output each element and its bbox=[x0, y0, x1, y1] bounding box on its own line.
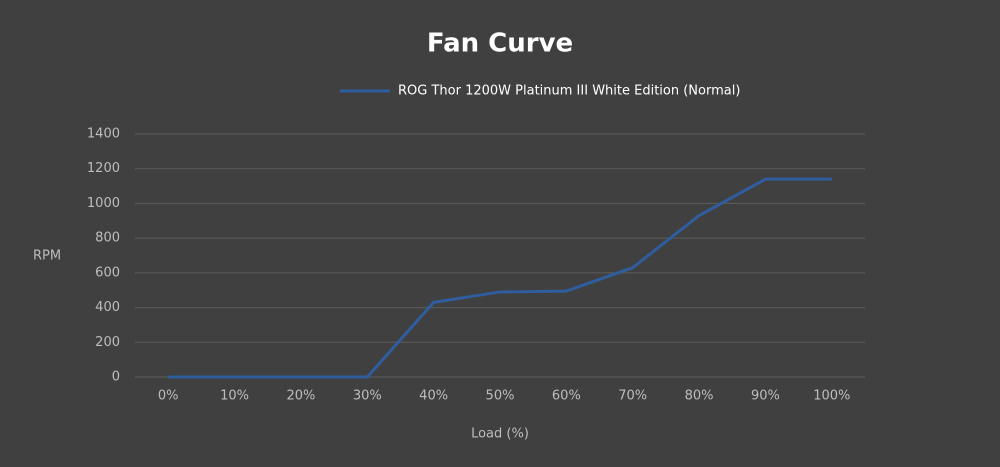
x-tick-label: 40% bbox=[419, 389, 448, 404]
data-line bbox=[168, 177, 832, 379]
x-tick-label: 20% bbox=[286, 389, 315, 404]
y-tick-label: 1400 bbox=[87, 127, 120, 142]
y-tick-label: 600 bbox=[95, 265, 120, 280]
y-tick-label: 800 bbox=[95, 231, 120, 246]
y-tick-label: 1200 bbox=[87, 161, 120, 176]
x-tick-label: 100% bbox=[813, 389, 850, 404]
y-tick-label: 200 bbox=[95, 335, 120, 350]
x-tick-label: 50% bbox=[486, 389, 515, 404]
x-tick-label: 60% bbox=[552, 389, 581, 404]
y-tick-label: 0 bbox=[112, 370, 120, 385]
y-tick-label: 1000 bbox=[87, 196, 120, 211]
y-axis-title: RPM bbox=[33, 249, 61, 264]
x-tick-label: 0% bbox=[158, 389, 179, 404]
legend-label: ROG Thor 1200W Platinum III White Editio… bbox=[398, 84, 740, 99]
x-tick-label: 10% bbox=[220, 389, 249, 404]
x-tick-label: 80% bbox=[685, 389, 714, 404]
x-tick-label: 90% bbox=[751, 389, 780, 404]
x-axis-title: Load (%) bbox=[471, 427, 529, 442]
y-tick-label: 400 bbox=[95, 300, 120, 315]
x-tick-label: 70% bbox=[618, 389, 647, 404]
x-tick-label: 30% bbox=[353, 389, 382, 404]
chart-title: Fan Curve bbox=[427, 29, 573, 59]
